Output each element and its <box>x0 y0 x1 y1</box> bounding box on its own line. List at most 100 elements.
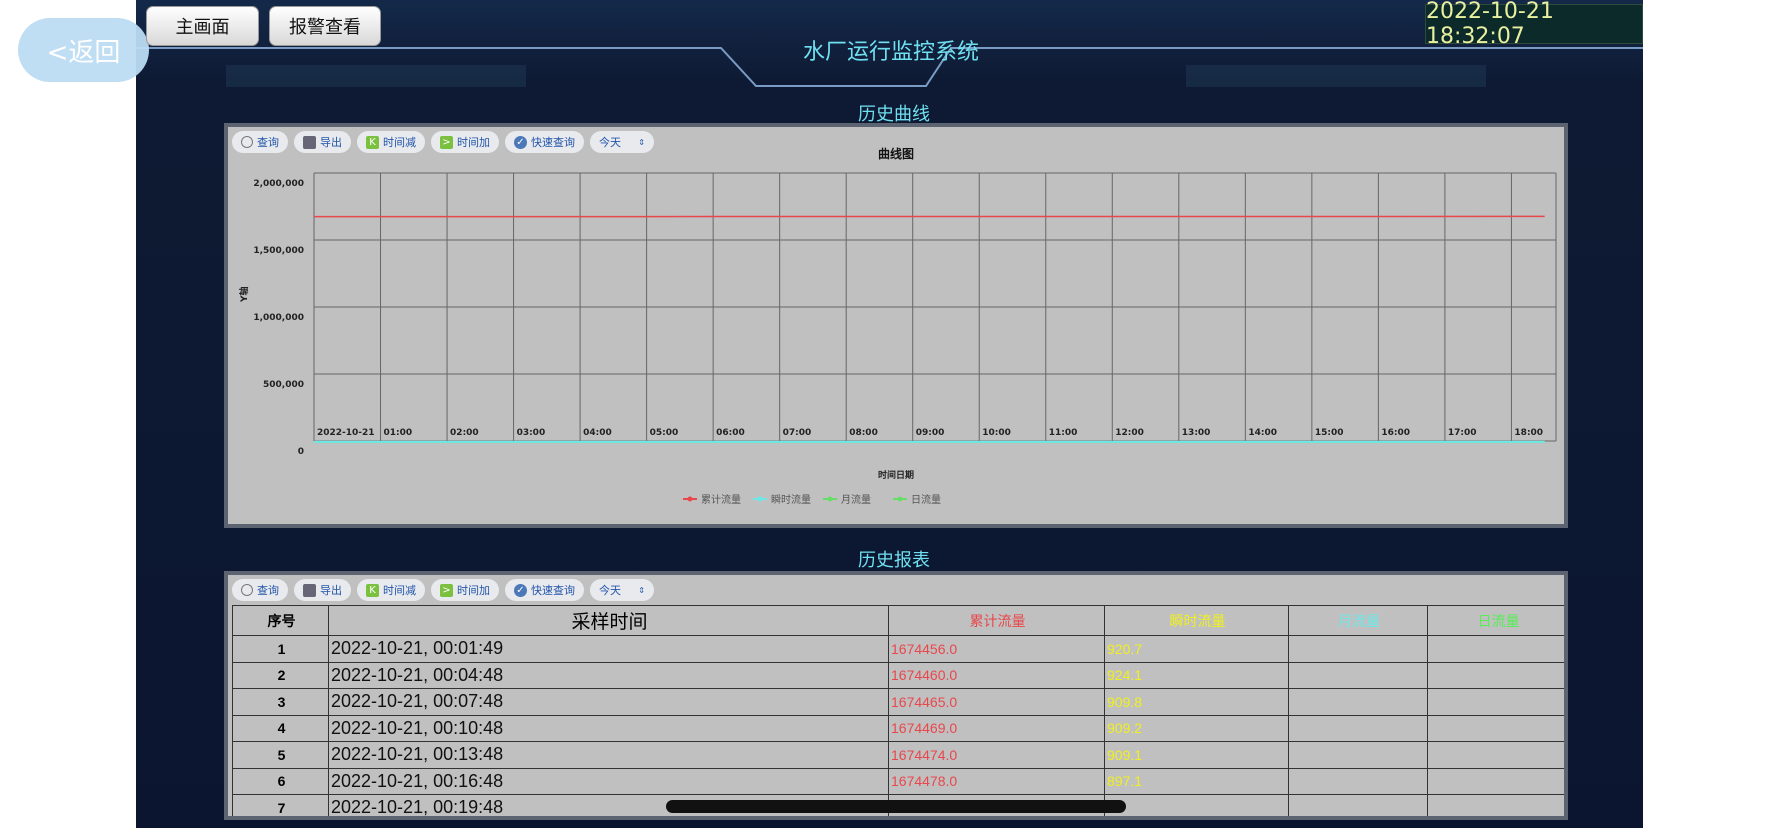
table-row[interactable]: 5 2022-10-21, 00:13:48 1674474.0 909.1 <box>232 741 1564 769</box>
x-tick-label: 2022-10-21 <box>317 428 375 438</box>
row-cumulative-flow: 1674469.0 <box>888 714 1105 742</box>
datetime-display: 2022-10-21 18:32:07 <box>1425 0 1643 49</box>
legend-label: 月流量 <box>841 493 871 506</box>
x-tick-label: 01:00 <box>384 428 413 438</box>
row-instant-flow: 924.1 <box>1104 661 1289 689</box>
table-row[interactable]: 6 2022-10-21, 00:16:48 1674478.0 897.1 <box>232 767 1564 795</box>
col-sample-time: 采样时间 <box>328 605 889 636</box>
x-tick-label: 02:00 <box>450 428 479 438</box>
table-panel: 查询 导出 K 时间减 > 时间加 ✓ 快速查询 今天 ⇕ 序号 采样时间 累计流量 瞬… <box>224 571 1568 820</box>
quick-query-button[interactable]: ✓ 快速查询 <box>505 131 584 153</box>
col-cumulative-flow: 累计流量 <box>888 605 1105 636</box>
skip-forward-icon: > <box>440 135 453 149</box>
x-tick-label: 11:00 <box>1049 428 1078 438</box>
legend-label: 瞬时流量 <box>771 493 811 506</box>
y-axis-label: Y轴 <box>238 286 250 303</box>
time-minus-button[interactable]: K 时间减 <box>357 131 425 153</box>
table-section-label: 历史报表 <box>858 550 930 571</box>
row-daily-flow <box>1427 661 1564 689</box>
range-select[interactable]: 今天 ⇕ <box>590 131 654 153</box>
range-select[interactable]: 今天 ⇕ <box>590 579 654 601</box>
check-circle-icon: ✓ <box>514 135 527 149</box>
legend-label: 累计流量 <box>701 493 741 506</box>
x-tick-label: 14:00 <box>1248 428 1277 438</box>
skip-back-icon: K <box>366 135 379 149</box>
x-tick-label: 05:00 <box>650 428 679 438</box>
y-tick-label: 1,500,000 <box>253 246 304 256</box>
row-monthly-flow <box>1288 767 1428 795</box>
x-tick-label: 09:00 <box>916 428 945 438</box>
row-instant-flow: 909.1 <box>1104 741 1289 769</box>
x-tick-label: 07:00 <box>783 428 812 438</box>
chart-panel: 查询 导出 K 时间减 > 时间加 ✓ 快速查询 今天 ⇕ 曲线图 0 500,000 1,0… <box>224 123 1568 528</box>
row-monthly-flow <box>1288 714 1428 742</box>
row-daily-flow <box>1427 635 1564 663</box>
chevron-updown-icon: ⇕ <box>638 137 645 147</box>
table-row[interactable]: 4 2022-10-21, 00:10:48 1674469.0 909.2 <box>232 714 1564 742</box>
row-index: 7 <box>232 794 329 816</box>
table-row[interactable]: 1 2022-10-21, 00:01:49 1674456.0 920.7 <box>232 635 1564 663</box>
back-button[interactable]: <返回 <box>18 18 149 82</box>
history-table: 序号 采样时间 累计流量 瞬时流量 月流量 日流量 1 2022-10-21, … <box>232 605 1564 816</box>
export-button[interactable]: 导出 <box>294 131 351 153</box>
skip-forward-icon: > <box>440 583 453 597</box>
row-instant-flow: 909.2 <box>1104 714 1289 742</box>
row-daily-flow <box>1427 714 1564 742</box>
row-index: 5 <box>232 741 329 769</box>
row-cumulative-flow: 1674474.0 <box>888 741 1105 769</box>
y-tick-label: 1,000,000 <box>253 313 304 323</box>
row-sample-time: 2022-10-21, 00:01:49 <box>328 635 889 663</box>
chart-section-label: 历史曲线 <box>858 104 930 125</box>
page-title: 水厂运行监控系统 <box>802 40 979 65</box>
row-cumulative-flow: 1674465.0 <box>888 688 1105 716</box>
x-tick-label: 10:00 <box>982 428 1011 438</box>
row-instant-flow <box>1104 794 1289 816</box>
row-daily-flow <box>1427 767 1564 795</box>
time-plus-button[interactable]: > 时间加 <box>431 131 499 153</box>
col-daily-flow: 日流量 <box>1427 605 1564 636</box>
legend-marker-dot <box>687 496 693 502</box>
x-tick-label: 04:00 <box>583 428 612 438</box>
y-tick-label: 0 <box>298 447 304 457</box>
quick-query-button[interactable]: ✓ 快速查询 <box>505 579 584 601</box>
query-button[interactable]: 查询 <box>232 131 288 153</box>
chevron-updown-icon: ⇕ <box>638 585 645 595</box>
x-tick-label: 17:00 <box>1448 428 1477 438</box>
row-cumulative-flow: 1674478.0 <box>888 767 1105 795</box>
save-icon <box>303 135 316 149</box>
alarm-view-button[interactable]: 报警查看 <box>269 6 381 46</box>
table-row[interactable]: 3 2022-10-21, 00:07:48 1674465.0 909.8 <box>232 688 1564 716</box>
x-tick-label: 08:00 <box>849 428 878 438</box>
x-axis-label: 时间日期 <box>878 469 914 481</box>
legend-marker-dot <box>757 496 763 502</box>
table-row[interactable]: 2 2022-10-21, 00:04:48 1674460.0 924.1 <box>232 661 1564 689</box>
time-plus-button[interactable]: > 时间加 <box>431 579 499 601</box>
x-tick-label: 16:00 <box>1381 428 1410 438</box>
x-tick-label: 15:00 <box>1315 428 1344 438</box>
x-tick-label: 12:00 <box>1115 428 1144 438</box>
row-monthly-flow <box>1288 635 1428 663</box>
row-monthly-flow <box>1288 688 1428 716</box>
table-header: 序号 采样时间 累计流量 瞬时流量 月流量 日流量 <box>232 605 1564 636</box>
row-index: 2 <box>232 661 329 689</box>
row-sample-time: 2022-10-21, 00:04:48 <box>328 661 889 689</box>
export-button[interactable]: 导出 <box>294 579 351 601</box>
row-daily-flow <box>1427 741 1564 769</box>
col-monthly-flow: 月流量 <box>1288 605 1428 636</box>
save-icon <box>303 583 316 597</box>
home-button[interactable]: 主画面 <box>146 6 259 46</box>
col-index: 序号 <box>232 605 329 636</box>
skip-back-icon: K <box>366 583 379 597</box>
row-index: 3 <box>232 688 329 716</box>
clock-icon <box>241 584 253 596</box>
row-index: 1 <box>232 635 329 663</box>
query-button[interactable]: 查询 <box>232 579 288 601</box>
row-daily-flow <box>1427 794 1564 816</box>
x-tick-label: 13:00 <box>1182 428 1211 438</box>
col-instant-flow: 瞬时流量 <box>1104 605 1289 636</box>
time-minus-button[interactable]: K 时间减 <box>357 579 425 601</box>
legend-marker-dot <box>897 496 903 502</box>
home-indicator[interactable] <box>666 800 1126 813</box>
x-tick-label: 03:00 <box>517 428 546 438</box>
row-sample-time: 2022-10-21, 00:13:48 <box>328 741 889 769</box>
